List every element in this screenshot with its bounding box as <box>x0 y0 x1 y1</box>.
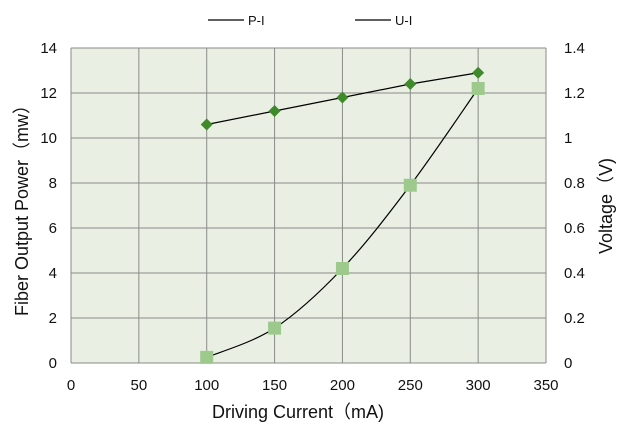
series-p-i-point <box>200 350 214 364</box>
y-right-tick-label: 0.8 <box>564 175 585 192</box>
plot-area <box>71 48 546 363</box>
series-u-i-point <box>200 118 213 131</box>
y-left-tick-label: 10 <box>40 130 57 147</box>
series <box>200 66 485 364</box>
y-right-tick-label: 1 <box>564 130 572 147</box>
series-u-i-point <box>268 105 281 117</box>
y-right-tick-label: 0.6 <box>564 220 585 237</box>
legend-label-u-i: U-I <box>395 13 412 28</box>
y-left-tick-label: 2 <box>49 310 57 327</box>
x-tick-label: 50 <box>131 377 148 394</box>
x-tick-label: 150 <box>262 377 287 394</box>
y-axis-title-right: Voltage（V) <box>596 158 616 254</box>
y-left-tick-label: 8 <box>49 175 57 192</box>
y-left-tick-label: 6 <box>49 220 57 237</box>
y-right-tick-label: 1.2 <box>564 85 585 102</box>
series-p-i-point <box>403 178 417 192</box>
x-tick-label: 0 <box>67 377 75 394</box>
series-p-i-point <box>268 321 282 335</box>
y-right-tick-label: 1.4 <box>564 40 585 57</box>
y-axis-title-left: Fiber Output Power（mw） <box>12 96 32 316</box>
series-p-i-point <box>471 82 485 95</box>
legend: P-I U-I <box>208 13 412 28</box>
series-u-i-point <box>404 78 417 90</box>
grid <box>70 47 547 364</box>
y-left-tick-label: 4 <box>49 265 57 282</box>
x-tick-label: 200 <box>330 377 355 394</box>
y-left-tick-label: 14 <box>40 40 57 57</box>
x-tick-label: 350 <box>533 377 558 394</box>
series-u-i-point <box>336 91 349 104</box>
x-tick-label: 300 <box>466 377 491 394</box>
y-right-tick-label: 0.4 <box>564 265 585 282</box>
series-u-i-point <box>472 66 485 79</box>
y-right-tick-label: 0 <box>564 355 572 372</box>
tick-labels: 0 50 100 150 200 250 300 350 0 2 4 6 8 10 12 14 0 0.2 0.4 0… <box>40 40 585 394</box>
y-right-tick-label: 0.2 <box>564 310 585 327</box>
x-tick-label: 250 <box>398 377 423 394</box>
y-left-tick-label: 12 <box>40 85 57 102</box>
x-axis-title: Driving Current（mA) <box>212 402 384 422</box>
legend-label-p-i: P-I <box>248 13 265 28</box>
series-p-i-point <box>335 262 349 275</box>
x-tick-label: 100 <box>194 377 219 394</box>
y-left-tick-label: 0 <box>49 355 57 372</box>
